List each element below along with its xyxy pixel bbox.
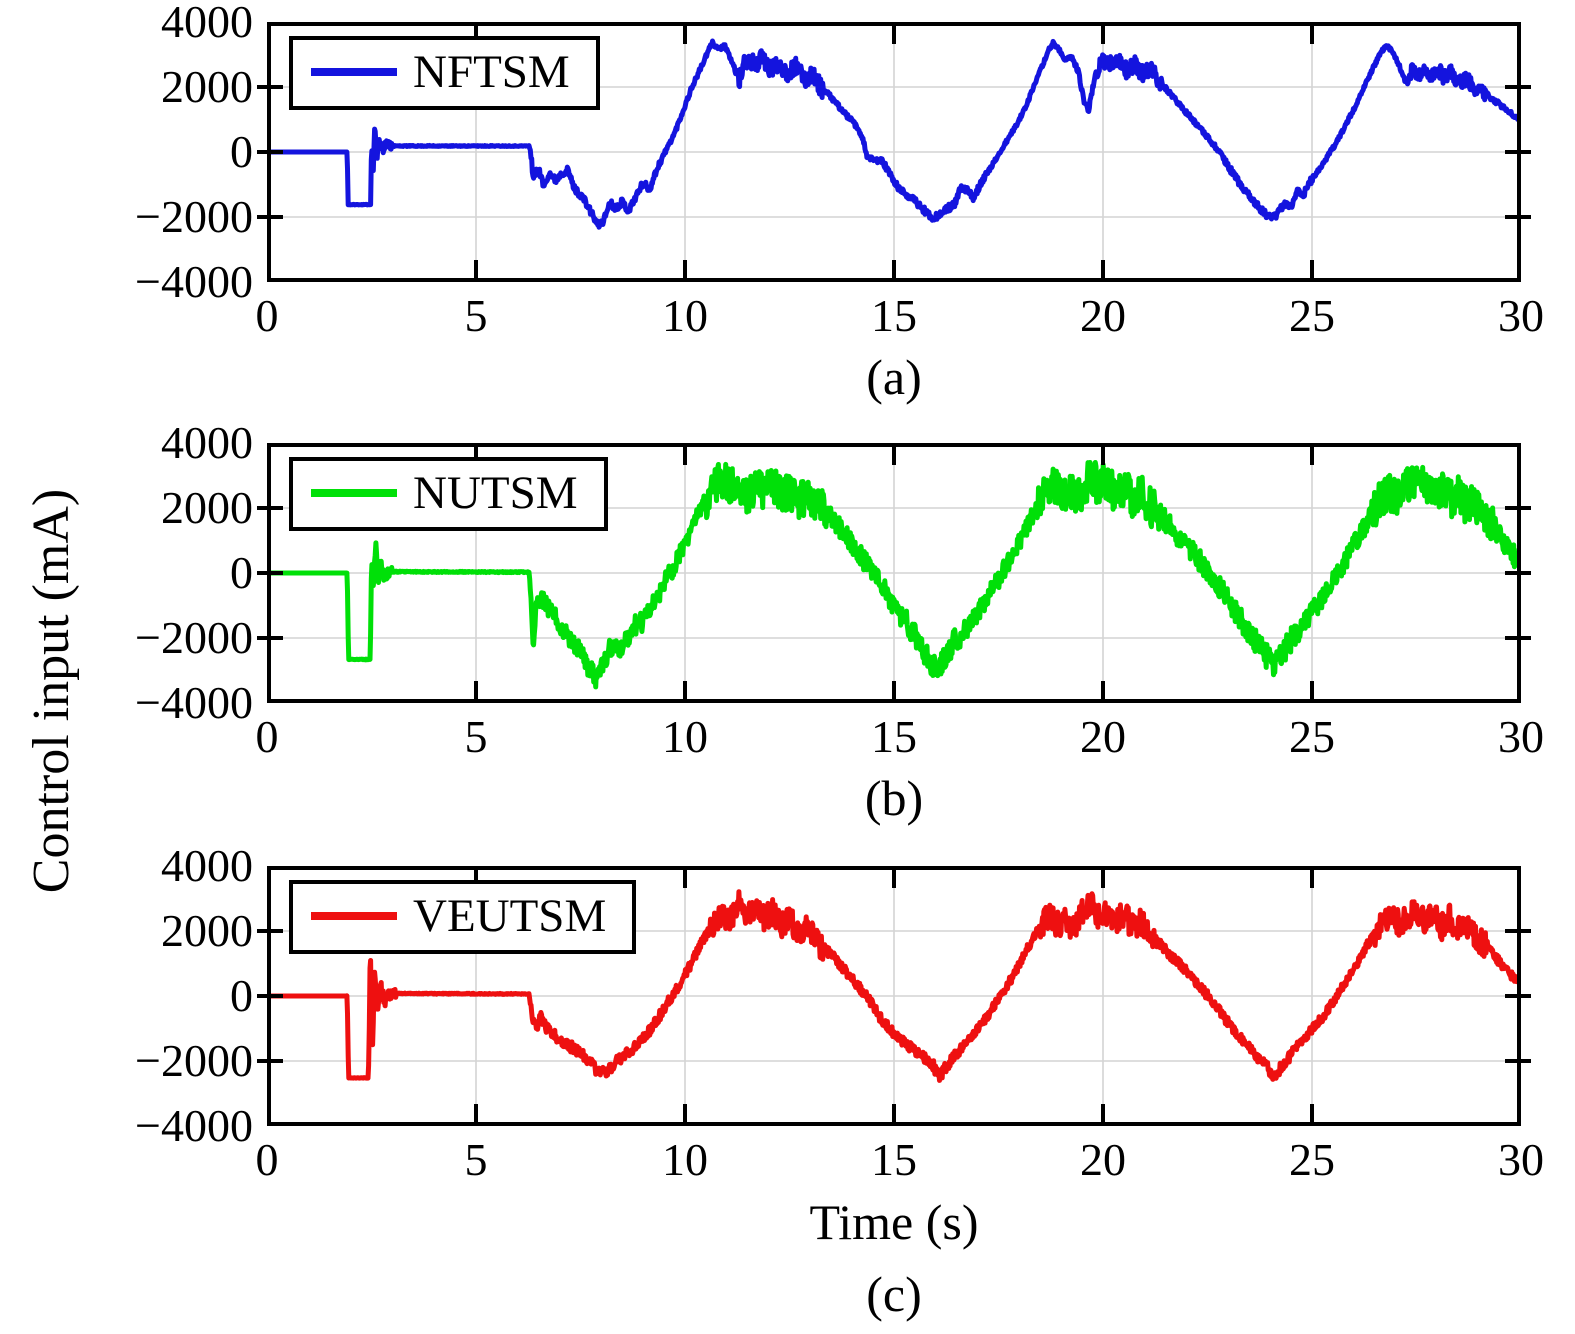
subplot-a: NFTSM 4000 2000 0 −2000 −4000 0 5 10 15 20 25 30 — [135, 0, 1544, 341]
legend-line-sample-nutsm — [311, 489, 397, 497]
subplot-caption-b: (b) — [864, 770, 924, 826]
x-tick-label: 0 — [255, 711, 279, 762]
tick-marks — [257, 447, 1531, 699]
x-tick-label: 20 — [1080, 1134, 1126, 1185]
y-tick-label: −4000 — [135, 256, 253, 307]
series-line-nutsm — [267, 460, 1521, 690]
legend-c: VEUTSM — [289, 880, 637, 954]
subplot-c: VEUTSM 4000 2000 0 −2000 −4000 0 5 10 15 20 25 30 — [135, 840, 1544, 1185]
subplot-caption-c: (c) — [866, 1266, 922, 1322]
y-tick-label: 0 — [230, 547, 253, 598]
x-tick-label: 15 — [871, 290, 917, 341]
y-tick-label: 4000 — [161, 417, 253, 468]
gridlines — [267, 22, 1521, 282]
y-tick-label: −2000 — [135, 1035, 253, 1086]
x-tick-label: 0 — [255, 1134, 279, 1185]
y-tick-label: 2000 — [161, 61, 253, 112]
tick-marks — [257, 870, 1531, 1122]
legend-label-nutsm: NUTSM — [413, 467, 578, 519]
y-tick-label: −2000 — [135, 191, 253, 242]
legend-line-sample-nftsm — [311, 68, 397, 76]
legend-b: NUTSM — [289, 457, 608, 531]
y-tick-label: 0 — [230, 126, 253, 177]
legend-label-nftsm: NFTSM — [413, 46, 570, 98]
plot-area-c — [257, 866, 1531, 1126]
y-tick-label: 0 — [230, 970, 253, 1021]
plot-area-a — [257, 22, 1531, 282]
x-tick-label: 5 — [464, 711, 488, 762]
legend-label-veutsm: VEUTSM — [413, 890, 607, 942]
y-tick-label: 2000 — [161, 905, 253, 956]
series-line-veutsm — [267, 889, 1521, 1083]
x-tick-label: 15 — [871, 1134, 917, 1185]
x-tick-label: 20 — [1080, 290, 1126, 341]
x-tick-label: 10 — [662, 711, 708, 762]
x-tick-label: 10 — [662, 1134, 708, 1185]
x-axis-title: Time (s) — [809, 1194, 979, 1250]
y-tick-label: −4000 — [135, 1100, 253, 1151]
subplot-caption-a: (a) — [866, 349, 922, 405]
y-tick-label: −2000 — [135, 612, 253, 663]
legend-a: NFTSM — [289, 36, 600, 110]
subplot-b: NUTSM 4000 2000 0 −2000 −4000 0 5 10 15 20 25 30 — [135, 417, 1544, 762]
x-tick-label: 20 — [1080, 711, 1126, 762]
x-tick-label: 30 — [1498, 711, 1544, 762]
x-tick-label: 10 — [662, 290, 708, 341]
series-line-nftsm — [267, 38, 1521, 230]
x-tick-label: 15 — [871, 711, 917, 762]
x-tick-label: 30 — [1498, 1134, 1544, 1185]
x-tick-label: 0 — [255, 290, 279, 341]
x-tick-label: 25 — [1289, 711, 1335, 762]
x-tick-label: 25 — [1289, 290, 1335, 341]
y-tick-label: −4000 — [135, 677, 253, 728]
x-tick-label: 25 — [1289, 1134, 1335, 1185]
legend-line-sample-veutsm — [311, 912, 397, 920]
x-tick-label: 5 — [464, 290, 488, 341]
x-tick-label: 30 — [1498, 290, 1544, 341]
y-tick-label: 4000 — [161, 840, 253, 891]
x-tick-label: 5 — [464, 1134, 488, 1185]
y-tick-label: 4000 — [161, 0, 253, 47]
y-tick-label: 2000 — [161, 482, 253, 533]
